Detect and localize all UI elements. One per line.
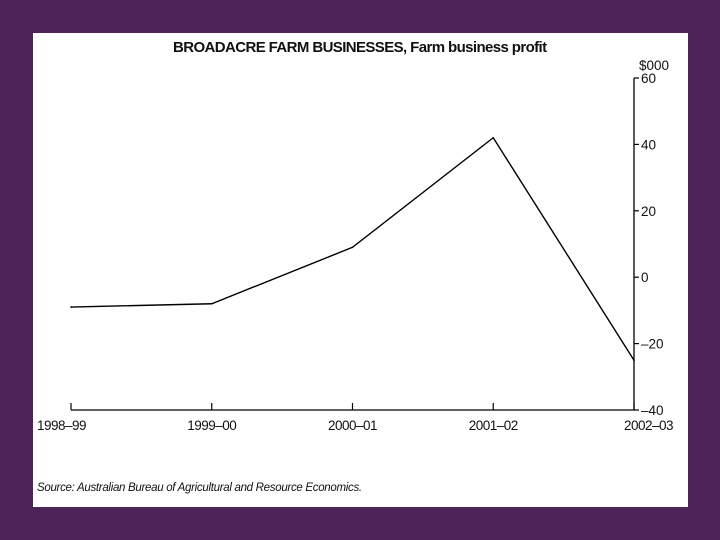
y-tick-label: 40 <box>641 137 656 152</box>
chart-panel: BROADACRE FARM BUSINESSES, Farm business… <box>33 33 688 507</box>
chart-marks <box>70 136 635 362</box>
data-point <box>633 359 635 362</box>
y-tick-label: 60 <box>641 71 656 86</box>
chart-axes: 60 40 20 0 –20 –40 $000 1998–99 1999–00 2000–01 20… <box>37 58 674 433</box>
y-axis-label: $000 <box>639 58 669 73</box>
y-tick-label: –40 <box>641 403 664 418</box>
data-point <box>70 306 72 308</box>
y-tick-label: –20 <box>641 337 664 352</box>
source-note: Source: Australian Bureau of Agricultura… <box>37 482 362 494</box>
x-tick-label: 1999–00 <box>187 418 236 433</box>
data-point <box>210 302 213 305</box>
data-point <box>492 136 495 139</box>
y-tick-label: 0 <box>641 270 649 285</box>
y-tick-label: 20 <box>641 204 656 219</box>
x-tick-label: 2002–03 <box>624 418 673 433</box>
data-point <box>351 246 354 249</box>
x-tick-label: 2001–02 <box>469 418 518 433</box>
x-tick-label: 2000–01 <box>328 418 377 433</box>
line-chart: 60 40 20 0 –20 –40 $000 1998–99 1999–00 2000–01 20… <box>37 58 674 433</box>
x-tick-label: 1998–99 <box>37 418 86 433</box>
series-line <box>70 136 635 361</box>
chart-title: BROADACRE FARM BUSINESSES, Farm business… <box>173 39 547 56</box>
